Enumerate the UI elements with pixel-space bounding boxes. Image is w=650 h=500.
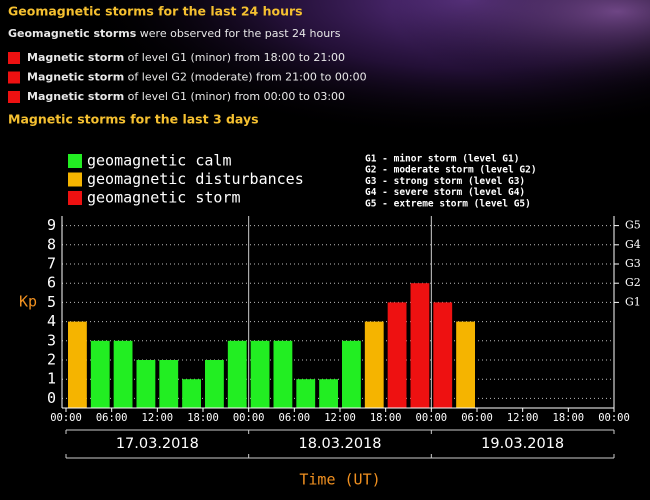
event-marker xyxy=(8,91,20,103)
subtitle: Magnetic storms for the last 3 days xyxy=(8,112,259,127)
y-axis-label: Kp xyxy=(19,293,37,311)
y-tick-label: 3 xyxy=(47,331,56,349)
x-tick-label: 00:00 xyxy=(233,412,265,424)
bar xyxy=(227,340,247,408)
event: Magnetic storm of level G2 (moderate) fr… xyxy=(27,71,367,84)
y2-tick-label: G4 xyxy=(625,238,641,251)
x-tick-label: 18:00 xyxy=(370,412,402,424)
title: Geomagnetic storms for the last 24 hours xyxy=(8,4,303,19)
date-label: 17.03.2018 xyxy=(116,436,199,452)
y-tick-label: 9 xyxy=(47,216,56,234)
x-tick-label: 06:00 xyxy=(279,412,311,424)
y2-tick-label: G3 xyxy=(625,257,641,270)
bar xyxy=(136,360,156,408)
x-tick-label: 18:00 xyxy=(187,412,219,424)
bar xyxy=(387,302,407,408)
bar xyxy=(159,360,179,408)
summary-text: were observed for the past 24 hours xyxy=(136,27,340,40)
event-list: Magnetic storm of level G1 (minor) from … xyxy=(8,51,367,103)
legend-swatch xyxy=(68,172,82,187)
event-text: of level G2 (moderate) from 21:00 to 00:… xyxy=(124,71,366,84)
y-tick-label: 8 xyxy=(47,235,56,253)
event-text: of level G1 (minor) from 00:00 to 03:00 xyxy=(124,90,345,103)
summary-bold: Geomagnetic storms xyxy=(8,27,137,40)
x-tick-label: 00:00 xyxy=(50,412,82,424)
bar xyxy=(364,321,384,408)
x-tick-label: 06:00 xyxy=(96,412,128,424)
event-marker xyxy=(8,52,20,64)
event-marker xyxy=(8,71,20,84)
y-tick-label: 1 xyxy=(47,370,56,388)
x-tick-label: 00:00 xyxy=(416,412,448,424)
scale-note: G5 - extreme storm (level G5) xyxy=(365,198,531,209)
bar xyxy=(342,340,361,408)
x-tick-label: 12:00 xyxy=(507,412,539,424)
x-tick-label: 18:00 xyxy=(553,412,585,424)
y-tick-label: 7 xyxy=(47,255,56,273)
bar xyxy=(319,379,338,408)
x-tick-label: 12:00 xyxy=(142,412,174,424)
y-tick-label: 0 xyxy=(47,389,56,407)
y2-tick-label: G5 xyxy=(625,219,641,232)
scale-note: G2 - moderate storm (level G2) xyxy=(365,165,537,176)
bar xyxy=(456,321,475,408)
nebula xyxy=(0,0,650,230)
event-text: of level G1 (minor) from 18:00 to 21:00 xyxy=(124,51,345,64)
event-bold: Magnetic storm xyxy=(27,71,124,84)
y2-tick-label: G2 xyxy=(625,276,641,289)
bar xyxy=(433,302,453,408)
bar xyxy=(410,283,430,408)
scale-note: G3 - strong storm (level G3) xyxy=(365,176,525,187)
y-tick-label: 6 xyxy=(47,274,56,292)
x-tick-label: 12:00 xyxy=(324,412,356,424)
event-bold: Magnetic storm xyxy=(27,90,124,103)
y-tick-label: 5 xyxy=(47,293,56,311)
summary: Geomagnetic storms were observed for the… xyxy=(8,27,341,40)
legend-swatch xyxy=(68,154,82,168)
legend-label: geomagnetic disturbances xyxy=(87,170,304,188)
scale-note: G4 - severe storm (level G4) xyxy=(365,187,525,198)
x-tick-label: 06:00 xyxy=(461,412,493,424)
scale-note: G1 - minor storm (level G1) xyxy=(365,154,519,165)
date-label: 18.03.2018 xyxy=(298,436,381,452)
bar xyxy=(182,379,201,408)
x-tick-label: 00:00 xyxy=(598,412,630,424)
date-label: 19.03.2018 xyxy=(481,436,564,452)
event-bold: Magnetic storm xyxy=(27,51,124,64)
legend-label: geomagnetic storm xyxy=(87,189,241,207)
bar xyxy=(205,360,224,408)
y-tick-label: 2 xyxy=(47,351,56,369)
bar xyxy=(113,340,133,408)
legend-swatch xyxy=(68,191,82,205)
bar xyxy=(90,340,110,408)
y-tick-label: 4 xyxy=(47,312,56,330)
legend-label: geomagnetic calm xyxy=(87,152,232,170)
bar xyxy=(273,340,293,408)
x-axis-label: Time (UT) xyxy=(299,471,380,489)
event: Magnetic storm of level G1 (minor) from … xyxy=(27,51,345,64)
bar xyxy=(250,340,270,408)
bar xyxy=(68,321,87,408)
bar xyxy=(296,379,316,408)
y2-tick-label: G1 xyxy=(625,295,641,308)
event: Magnetic storm of level G1 (minor) from … xyxy=(27,90,345,103)
